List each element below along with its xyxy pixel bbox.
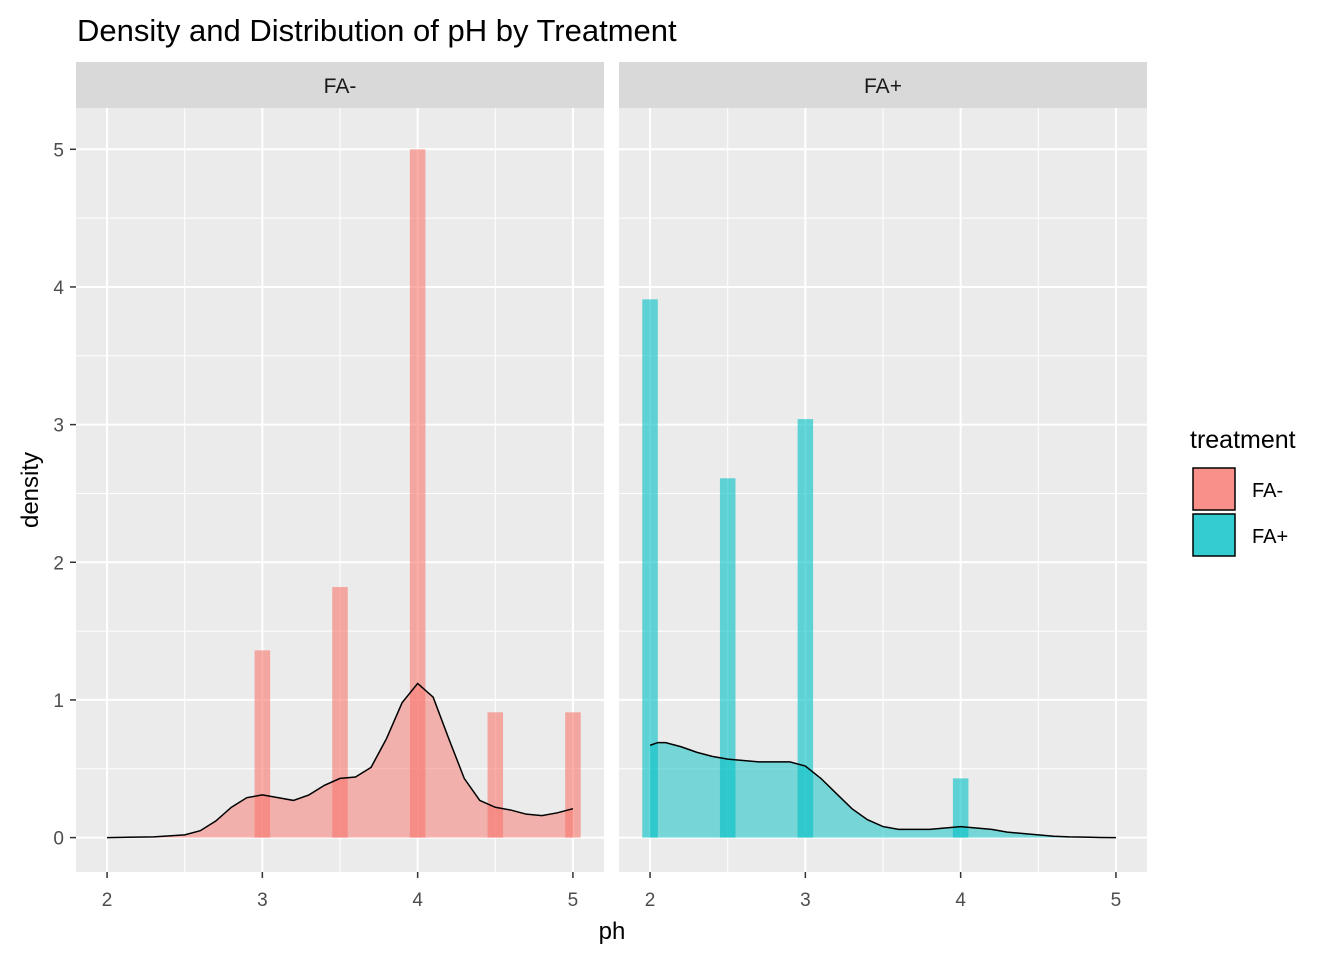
- x-tick-label: 2: [102, 890, 113, 911]
- histogram-bar: [409, 149, 426, 838]
- y-tick-label: 2: [53, 553, 64, 574]
- histogram-bar: [642, 299, 658, 838]
- facet-panel-1: FA- 2 3 4 5 0 1 2 3 4 5: [53, 62, 604, 911]
- histogram-bar: [719, 478, 736, 838]
- facet-strip: [76, 62, 604, 108]
- facet-strip-label: FA-: [324, 75, 357, 98]
- legend-key: [1192, 513, 1236, 557]
- y-axis-title: density: [17, 452, 44, 528]
- density-area: [650, 742, 1116, 838]
- x-tick-label: 4: [955, 890, 966, 911]
- histogram-bar: [565, 712, 581, 838]
- x-tick-label: 3: [257, 890, 268, 911]
- histogram-bar: [332, 587, 348, 838]
- legend-key: [1192, 467, 1236, 511]
- legend-label: FA-: [1252, 480, 1283, 502]
- y-tick-label: 3: [53, 416, 64, 437]
- histogram-bar: [797, 419, 814, 838]
- x-tick-label: 2: [645, 890, 656, 911]
- y-tick-label: 0: [53, 829, 64, 850]
- density-curve: [649, 741, 1116, 839]
- x-tick-label: 3: [800, 890, 811, 911]
- facet-panel-2: FA+ 2 3 4 5: [619, 62, 1147, 911]
- x-tick-label: 4: [412, 890, 423, 911]
- chart-title: Density and Distribution of pH by Treatm…: [77, 13, 677, 48]
- x-tick-label: 5: [1111, 890, 1122, 911]
- density-curve: [107, 682, 574, 839]
- y-tick-label: 5: [53, 140, 64, 161]
- legend-label: FA+: [1252, 526, 1288, 548]
- histogram-bar: [254, 650, 271, 838]
- y-tick-label: 1: [53, 691, 64, 712]
- legend-title: treatment: [1190, 426, 1296, 454]
- y-tick-label: 4: [53, 278, 64, 299]
- x-axis-title: ph: [599, 918, 626, 945]
- facet-panels: FA- 2 3 4 5 0 1 2 3 4 5 FA+ 2 3 4 5: [53, 62, 1147, 911]
- histogram-bar: [952, 778, 969, 838]
- facet-strip-label: FA+: [864, 75, 902, 98]
- x-tick-label: 5: [568, 890, 579, 911]
- density-area: [107, 683, 573, 838]
- legend-items: FA- FA+: [1192, 467, 1288, 557]
- legend: treatment FA- FA+: [1190, 426, 1296, 557]
- facet-strip: [619, 62, 1147, 108]
